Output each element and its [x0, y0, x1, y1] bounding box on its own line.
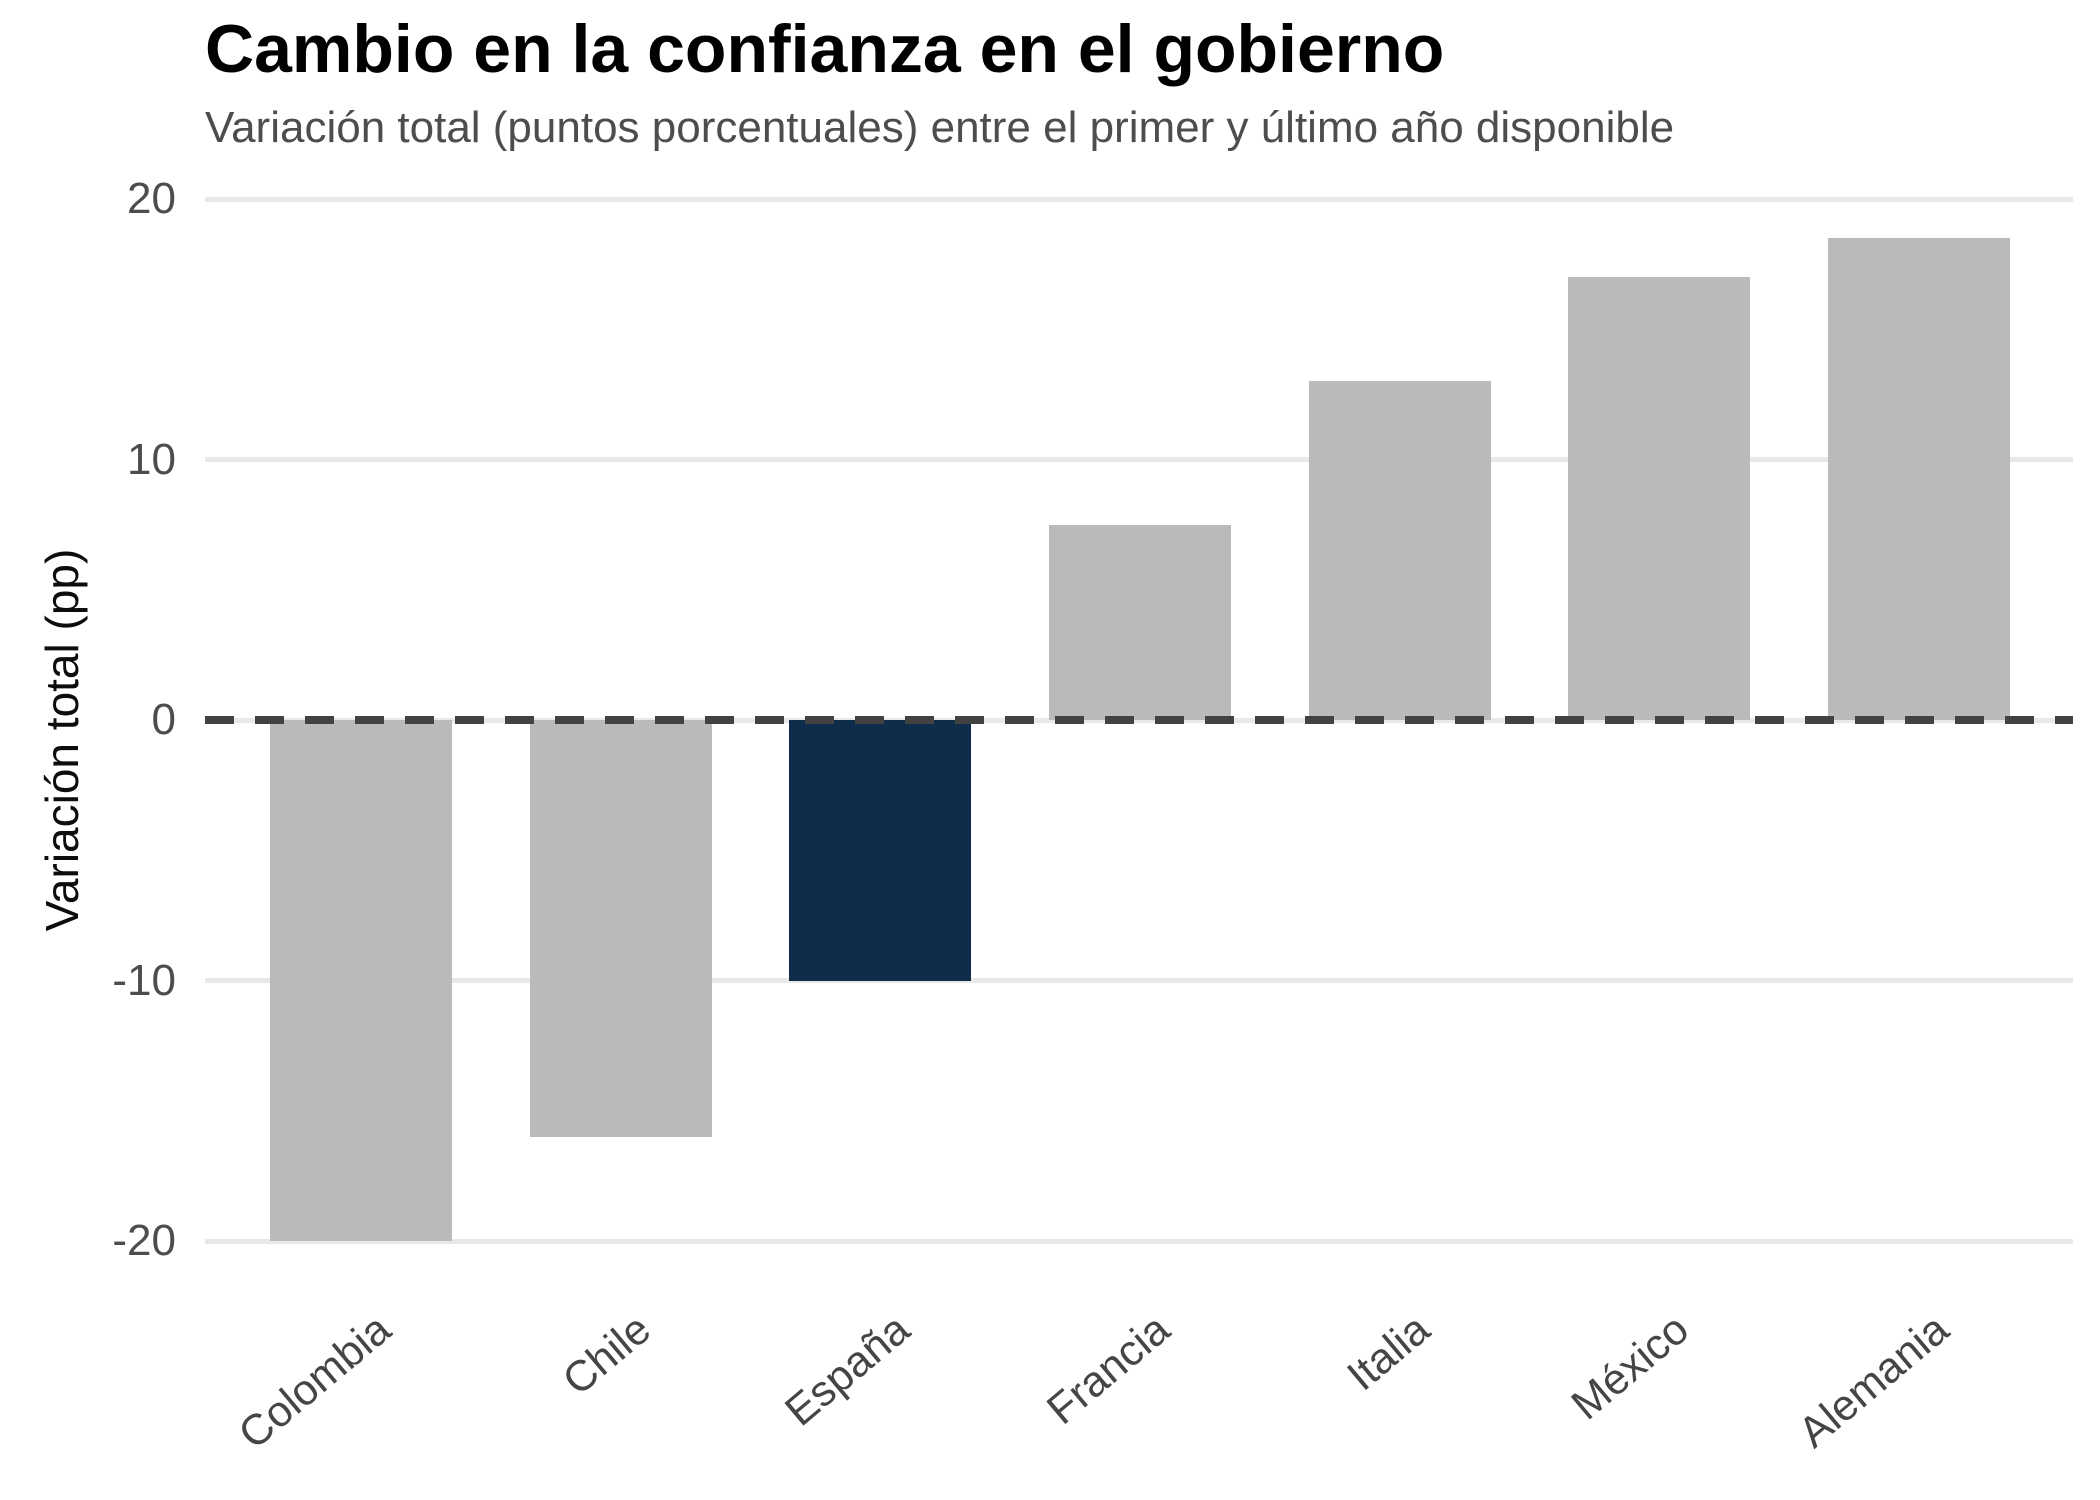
y-tick-label--10: -10 — [112, 955, 176, 1005]
chart-subtitle: Variación total (puntos porcentuales) en… — [205, 103, 1675, 152]
gridline-y--10 — [205, 978, 2073, 983]
y-tick-label-20: 20 — [127, 174, 176, 223]
bar-alemania — [1827, 238, 2010, 720]
bar-francia — [1048, 524, 1231, 720]
bar-méxico — [1568, 277, 1751, 720]
bar-españa — [789, 720, 972, 981]
gridline-y-20 — [205, 196, 2073, 202]
plot-panel — [205, 147, 2073, 1297]
y-tick-label--20: -20 — [112, 1216, 176, 1265]
x-tick-label-colombia: Colombia — [229, 1305, 400, 1459]
bar-italia — [1308, 381, 1491, 720]
bar-chile — [529, 720, 712, 1137]
y-tick-label-0: 0 — [151, 695, 176, 744]
y-tick-label-10: 10 — [127, 434, 176, 484]
chart-title: Cambio en la confianza en el gobierno — [205, 11, 1445, 87]
bar-colombia — [270, 720, 452, 1241]
gridline-y--20 — [205, 1238, 2073, 1244]
zero-dashed-line — [205, 716, 2073, 724]
gridline-y-10 — [205, 457, 2073, 462]
